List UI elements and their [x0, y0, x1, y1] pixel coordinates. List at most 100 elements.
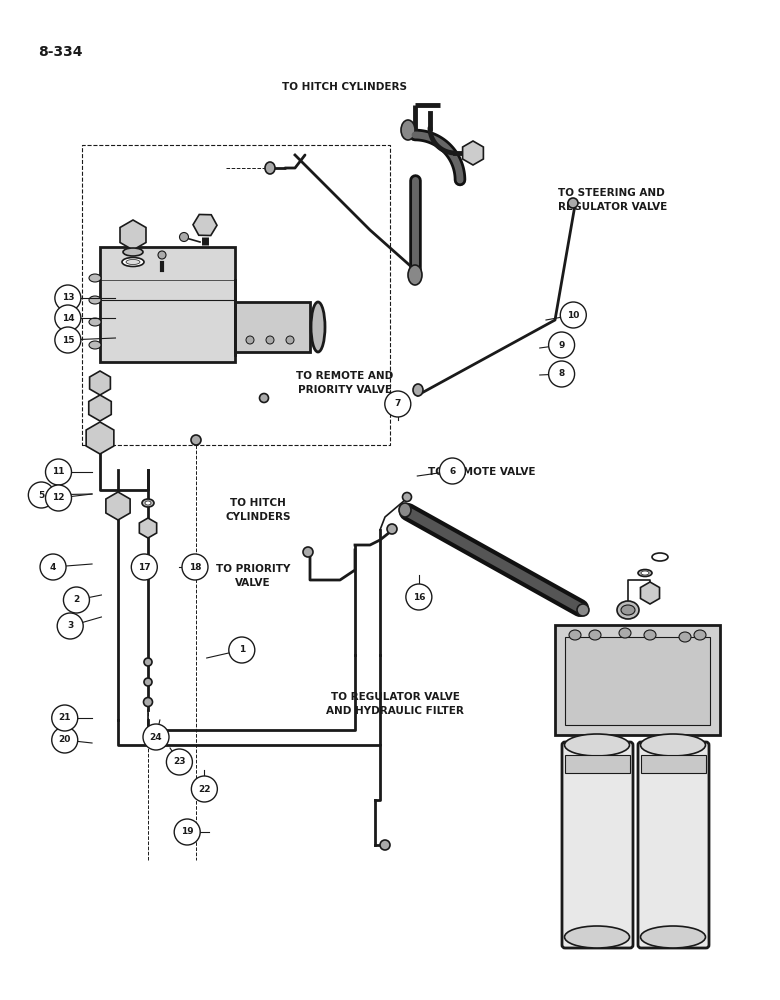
Ellipse shape [641, 571, 649, 575]
Circle shape [143, 724, 169, 750]
Text: 6: 6 [449, 466, 456, 476]
Ellipse shape [191, 435, 201, 445]
Text: 18: 18 [189, 562, 201, 571]
Text: 15: 15 [62, 336, 74, 345]
Text: 2: 2 [73, 595, 80, 604]
FancyBboxPatch shape [562, 742, 633, 948]
Circle shape [182, 554, 208, 580]
Ellipse shape [565, 734, 629, 756]
Ellipse shape [568, 198, 578, 208]
Text: TO HITCH
CYLINDERS: TO HITCH CYLINDERS [225, 498, 291, 522]
Ellipse shape [286, 336, 294, 344]
Ellipse shape [144, 698, 153, 706]
Ellipse shape [142, 499, 154, 507]
Ellipse shape [144, 658, 152, 666]
Ellipse shape [145, 501, 151, 505]
FancyBboxPatch shape [565, 637, 710, 725]
Text: 8-334: 8-334 [38, 45, 83, 59]
Circle shape [548, 332, 575, 358]
FancyBboxPatch shape [100, 247, 235, 362]
Ellipse shape [246, 336, 254, 344]
Ellipse shape [399, 503, 411, 517]
Circle shape [55, 327, 81, 353]
Ellipse shape [144, 678, 152, 686]
Ellipse shape [387, 524, 397, 534]
Ellipse shape [311, 302, 325, 352]
Circle shape [55, 285, 81, 311]
Circle shape [45, 485, 72, 511]
Text: TO REMOTE VALVE: TO REMOTE VALVE [428, 467, 536, 477]
Ellipse shape [260, 393, 268, 402]
Text: TO HITCH CYLINDERS: TO HITCH CYLINDERS [282, 82, 407, 92]
Text: TO PRIORITY
VALVE: TO PRIORITY VALVE [216, 564, 290, 588]
Ellipse shape [640, 926, 705, 948]
Ellipse shape [589, 630, 601, 640]
Ellipse shape [402, 492, 412, 502]
Ellipse shape [401, 120, 415, 140]
Text: 11: 11 [52, 468, 65, 477]
Circle shape [166, 749, 193, 775]
Circle shape [45, 459, 72, 485]
Circle shape [560, 302, 587, 328]
Circle shape [548, 361, 575, 387]
Circle shape [51, 705, 78, 731]
Circle shape [385, 391, 411, 417]
Text: 20: 20 [58, 736, 71, 744]
Circle shape [63, 587, 90, 613]
Ellipse shape [303, 547, 313, 557]
FancyBboxPatch shape [638, 742, 709, 948]
Ellipse shape [694, 630, 706, 640]
Text: 4: 4 [50, 562, 56, 571]
Text: 22: 22 [198, 784, 211, 794]
Ellipse shape [158, 251, 166, 259]
Ellipse shape [640, 734, 705, 756]
Circle shape [439, 458, 466, 484]
Circle shape [229, 637, 255, 663]
Ellipse shape [569, 630, 581, 640]
FancyBboxPatch shape [565, 755, 630, 773]
Circle shape [406, 584, 432, 610]
Ellipse shape [89, 274, 101, 282]
Ellipse shape [123, 248, 143, 256]
Circle shape [191, 776, 218, 802]
Ellipse shape [380, 840, 390, 850]
Circle shape [40, 554, 66, 580]
Text: 21: 21 [58, 714, 71, 722]
Text: 7: 7 [395, 399, 401, 408]
Ellipse shape [617, 601, 639, 619]
Text: TO REGULATOR VALVE
AND HYDRAULIC FILTER: TO REGULATOR VALVE AND HYDRAULIC FILTER [326, 692, 464, 716]
Ellipse shape [122, 257, 144, 266]
Circle shape [131, 554, 158, 580]
Text: TO STEERING AND
REGULATOR VALVE: TO STEERING AND REGULATOR VALVE [558, 188, 667, 212]
Text: 14: 14 [62, 314, 74, 323]
Text: 8: 8 [558, 369, 565, 378]
FancyBboxPatch shape [555, 625, 720, 735]
FancyBboxPatch shape [641, 755, 706, 773]
Ellipse shape [266, 336, 274, 344]
Text: TO REMOTE AND
PRIORITY VALVE: TO REMOTE AND PRIORITY VALVE [296, 371, 394, 395]
Ellipse shape [619, 628, 631, 638]
Ellipse shape [679, 632, 691, 642]
Circle shape [174, 819, 200, 845]
Text: 24: 24 [150, 732, 162, 742]
Text: 13: 13 [62, 294, 74, 302]
Circle shape [28, 482, 55, 508]
Ellipse shape [413, 384, 423, 396]
Ellipse shape [89, 296, 101, 304]
Text: 23: 23 [173, 758, 186, 766]
Circle shape [51, 727, 78, 753]
Text: 9: 9 [558, 340, 565, 350]
Ellipse shape [126, 259, 140, 264]
Text: 5: 5 [38, 490, 44, 499]
Ellipse shape [652, 553, 668, 561]
Text: 19: 19 [181, 827, 193, 836]
Text: 16: 16 [413, 592, 425, 601]
Text: 17: 17 [138, 562, 151, 571]
Circle shape [55, 305, 81, 331]
Ellipse shape [179, 232, 189, 241]
Text: 3: 3 [67, 621, 73, 631]
Text: 12: 12 [52, 493, 65, 502]
Ellipse shape [638, 570, 652, 576]
Ellipse shape [89, 341, 101, 349]
Text: 10: 10 [567, 310, 580, 320]
